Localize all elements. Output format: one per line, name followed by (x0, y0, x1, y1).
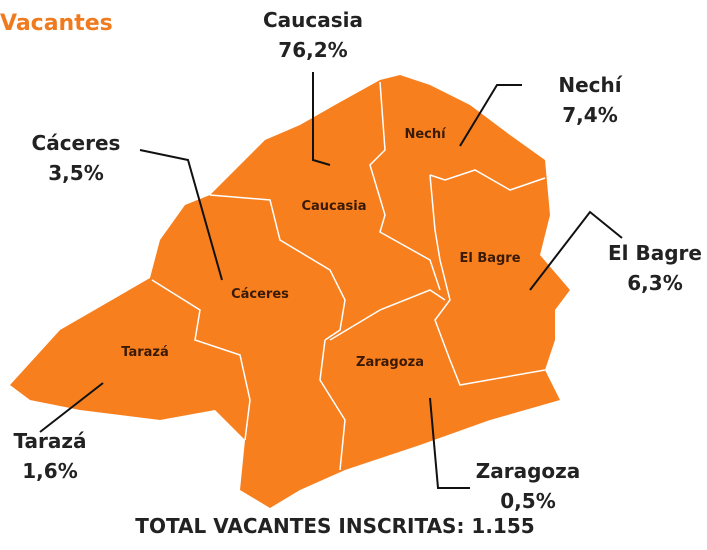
callout-name: Tarazá (13, 429, 86, 453)
leader-line (139, 149, 223, 281)
region-label: Cáceres (231, 287, 289, 302)
leader-line (529, 210, 623, 291)
callout-share: 3,5% (48, 161, 103, 185)
region-label: Zaragoza (356, 355, 424, 370)
leader-line (39, 382, 104, 433)
title: Vacantes (0, 11, 113, 36)
leader-line (312, 72, 331, 166)
region-border (209, 194, 346, 341)
callout-share: 6,3% (627, 271, 682, 295)
region-border (429, 169, 546, 191)
callout-name: Zaragoza (476, 459, 581, 483)
callout-name: Caucasia (263, 8, 363, 32)
callout-name: Cáceres (32, 131, 121, 155)
region-border (429, 174, 546, 386)
callout-share: 7,4% (562, 103, 617, 127)
region-label: Caucasia (301, 199, 366, 214)
callout-share: 0,5% (500, 489, 555, 513)
region-border (369, 81, 441, 291)
callout-name: El Bagre (608, 241, 702, 265)
region-border (319, 339, 346, 471)
callout-share: 1,6% (22, 459, 77, 483)
callout-name: Nechí (558, 73, 622, 97)
region-label: El Bagre (459, 251, 520, 266)
region-border (151, 279, 251, 441)
callout-share: 76,2% (278, 38, 347, 62)
total: TOTAL VACANTES INSCRITAS: 1.155 (135, 514, 534, 538)
region-border (329, 289, 446, 341)
leader-line (459, 84, 522, 147)
region-label: Tarazá (121, 345, 169, 360)
leader-line (429, 397, 470, 489)
region-label: Nechí (404, 127, 447, 142)
